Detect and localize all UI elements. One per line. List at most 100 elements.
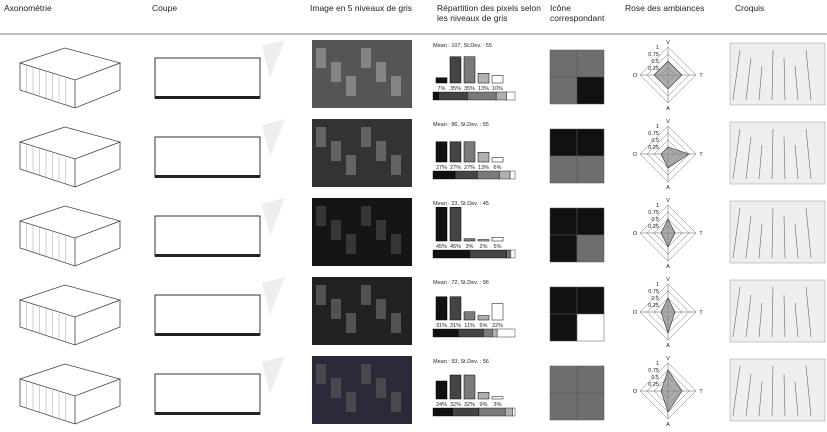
- photo-detail: [346, 76, 356, 96]
- strip-segment: [469, 249, 507, 259]
- rose-tick: 0.25: [648, 303, 659, 309]
- bar-label: 13%: [478, 165, 489, 171]
- column-header: Croquis: [735, 3, 764, 13]
- sketch-stroke: [794, 302, 799, 338]
- rose-axis-label: V: [666, 119, 670, 125]
- bar-label: 6%: [494, 165, 502, 171]
- strip-segment: [496, 328, 516, 338]
- histogram-bar: [491, 237, 504, 242]
- sketch-stroke: [758, 381, 763, 417]
- histogram-bar: [449, 207, 462, 242]
- strip-segment: [512, 407, 516, 417]
- sketch-stroke: [732, 207, 741, 259]
- rose-tick: 0.75: [648, 368, 659, 374]
- bar-label: 31%: [450, 323, 461, 329]
- rose-axis-label: A: [666, 264, 670, 270]
- photo-detail: [391, 76, 401, 96]
- photo-detail: [361, 48, 371, 68]
- stats: Mean : 72, St.Dev. : 96: [433, 280, 489, 286]
- rose-axis-label: O: [633, 231, 638, 237]
- column-header: correspondant: [550, 13, 605, 23]
- photo-detail: [376, 141, 386, 161]
- strip-segment: [509, 170, 516, 180]
- bar-label: 32%: [450, 402, 461, 408]
- sketch-stroke: [794, 381, 799, 417]
- section-light: [262, 277, 285, 315]
- photo-detail: [316, 127, 326, 147]
- photo-detail: [361, 364, 371, 384]
- histogram-bar: [463, 374, 476, 400]
- photo-detail: [376, 378, 386, 398]
- rose-axis-label: O: [633, 73, 638, 79]
- rose-axis-label: A: [666, 106, 670, 112]
- sketch-stroke: [783, 215, 786, 259]
- column-header: Axonométrie: [4, 3, 52, 13]
- histogram-bar: [435, 77, 448, 84]
- section-floor: [155, 254, 260, 257]
- photo-detail: [376, 220, 386, 240]
- sketch-stroke: [758, 65, 763, 101]
- rose-axis-label: T: [699, 152, 703, 158]
- histogram-bar: [449, 141, 462, 163]
- sketch-stroke: [805, 49, 812, 101]
- axonometry-drawing: [18, 126, 122, 188]
- photo-detail: [346, 313, 356, 333]
- strip-segment: [432, 91, 439, 101]
- strip-segment: [454, 170, 478, 180]
- bar-label: 45%: [450, 244, 461, 250]
- rose-tick: 0.25: [648, 224, 659, 230]
- rose-tick: 0.25: [648, 145, 659, 151]
- sketch: [729, 42, 826, 106]
- photo-detail: [391, 155, 401, 175]
- histogram-bar: [463, 238, 476, 242]
- photo-detail: [376, 62, 386, 82]
- icon-cell: [549, 286, 578, 315]
- sketch: [729, 279, 826, 343]
- bar-label: 45%: [436, 244, 447, 250]
- photo-detail: [316, 206, 326, 226]
- sketch-stroke: [805, 207, 812, 259]
- sketch-stroke: [745, 215, 752, 259]
- histogram-bar: [449, 56, 462, 84]
- sketch-stroke: [794, 65, 799, 101]
- section-floor: [155, 412, 260, 415]
- sketch-stroke: [805, 365, 812, 417]
- sketch-stroke: [783, 57, 786, 101]
- rose-axis-label: V: [666, 356, 670, 362]
- rose-shape: [660, 369, 683, 413]
- column-header: les niveaux de gris: [437, 13, 507, 23]
- rose-tick: 0.5: [651, 59, 659, 65]
- sketch-stroke: [771, 286, 774, 338]
- sketch-stroke: [758, 302, 763, 338]
- bar-label: 22%: [492, 323, 503, 329]
- photo-detail: [346, 155, 356, 175]
- sketch-stroke: [794, 223, 799, 259]
- photo-detail: [346, 392, 356, 412]
- rose-tick: 0.75: [648, 131, 659, 137]
- section-light: [262, 40, 285, 78]
- column-header: Image en 5 niveaux de gris: [310, 3, 412, 13]
- stats: Mean : 86, St.Dev. : 55: [433, 122, 489, 128]
- axonometry-drawing: [18, 47, 122, 109]
- sketch-stroke: [732, 128, 741, 180]
- rose-axis-label: V: [666, 277, 670, 283]
- photo-detail: [331, 141, 341, 161]
- rose-tick: 0.75: [648, 210, 659, 216]
- rose-tick: 0.75: [648, 52, 659, 58]
- section-floor: [155, 96, 260, 99]
- sketch-stroke: [732, 49, 741, 101]
- strip-segment: [495, 91, 508, 101]
- histogram-bar: [463, 141, 476, 163]
- sketch-stroke: [758, 144, 763, 180]
- strip-segment: [432, 170, 456, 180]
- column-header: Rose des ambiances: [625, 3, 704, 13]
- strip-segment: [499, 170, 511, 180]
- bar-label: 6%: [480, 323, 488, 329]
- sketch-stroke: [758, 223, 763, 259]
- bar-label: 27%: [464, 165, 475, 171]
- icon-cell: [576, 207, 605, 236]
- rose-axis-label: V: [666, 40, 670, 46]
- strip-segment: [467, 91, 497, 101]
- histogram-bar: [463, 311, 476, 321]
